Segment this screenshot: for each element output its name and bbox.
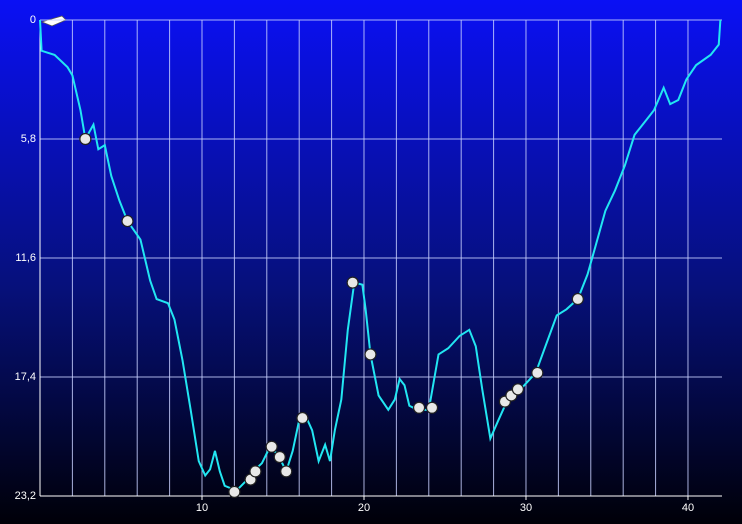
event-marker — [346, 276, 359, 289]
y-tick-label: 11,6 — [15, 252, 36, 264]
event-marker — [273, 450, 286, 464]
event-marker — [425, 401, 439, 414]
event-marker — [571, 292, 584, 306]
event-marker — [531, 366, 544, 379]
event-marker — [249, 465, 262, 478]
event-marker — [364, 348, 377, 361]
event-marker — [79, 132, 92, 146]
event-marker — [280, 465, 293, 478]
event-marker — [511, 383, 524, 396]
event-marker — [228, 485, 241, 498]
depth-line — [39, 19, 722, 491]
event-marker — [265, 440, 278, 453]
y-tick-label: 23,2 — [15, 490, 36, 502]
y-tick-label: 17,4 — [15, 371, 36, 383]
event-marker — [121, 214, 134, 228]
x-tick-label: 10 — [196, 502, 208, 514]
x-tick-label: 40 — [682, 502, 694, 514]
event-marker — [296, 411, 309, 425]
x-tick-label: 30 — [520, 502, 532, 514]
y-tick-label: 0 — [30, 14, 36, 26]
x-tick-label: 20 — [358, 502, 370, 514]
event-marker — [412, 401, 426, 414]
y-tick-label: 5,8 — [21, 133, 36, 145]
